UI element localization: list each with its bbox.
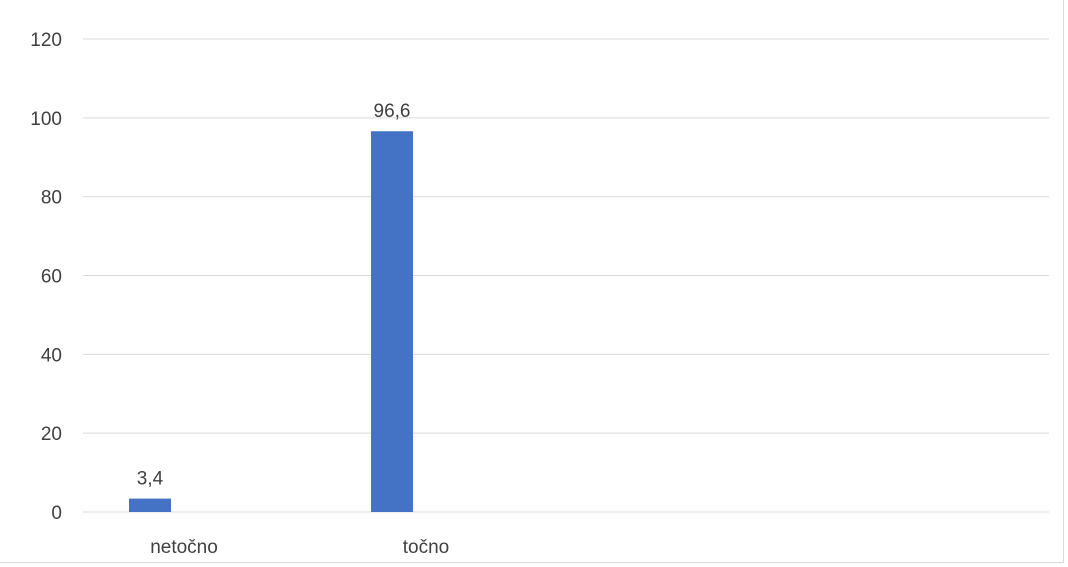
y-tick-label: 40 (41, 345, 62, 366)
x-axis-ticks: netočno točno (150, 537, 449, 558)
y-tick-label: 60 (41, 267, 62, 288)
y-tick-label: 0 (51, 503, 62, 524)
x-tick-label: točno (403, 537, 449, 558)
bar-2 (371, 131, 413, 513)
data-label: 96,6 (374, 101, 411, 122)
y-tick-label: 120 (30, 30, 62, 51)
bars (129, 131, 413, 513)
y-axis-ticks: 0 20 40 60 80 100 120 (30, 30, 62, 524)
data-label: 3,4 (137, 469, 164, 490)
x-tick-label: netočno (150, 537, 218, 558)
bar-1 (129, 498, 171, 512)
y-tick-label: 80 (41, 188, 62, 209)
y-tick-label: 20 (41, 424, 62, 445)
gridlines (83, 38, 1049, 513)
y-tick-label: 100 (30, 109, 62, 130)
data-labels: 3,4 96,6 (137, 101, 411, 489)
